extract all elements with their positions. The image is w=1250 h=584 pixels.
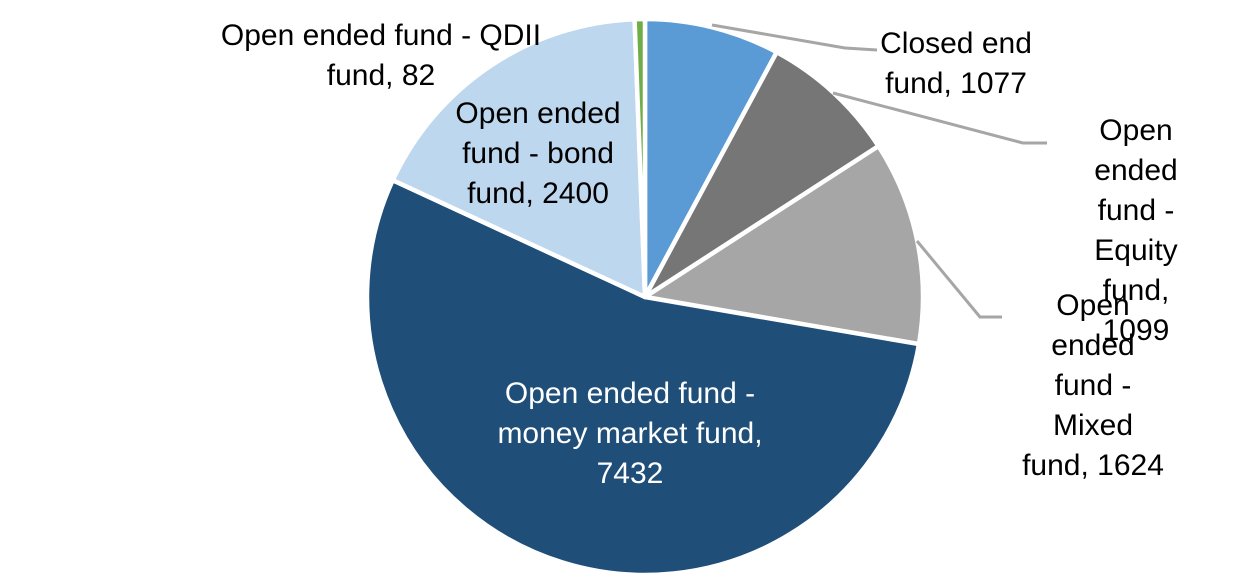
- leader-line-mixed-fund: [915, 240, 1002, 319]
- data-label-mixed-fund: Open ended fund - Mixed fund, 1624: [1022, 289, 1164, 482]
- data-label-qdii-fund: Open ended fund - QDII fund, 82: [220, 19, 542, 92]
- leader-line-equity-fund: [832, 91, 1047, 145]
- pie-slice-open-ended-money-market-fund[interactable]: [364, 177, 922, 578]
- data-label-money-market-fund: Open ended fund - money market fund, 743…: [497, 377, 763, 490]
- pie-slices-group: [364, 16, 926, 578]
- data-label-bond-fund: Open ended fund - bond fund, 2400: [455, 97, 621, 210]
- pie-slice-open-ended-qdii-fund[interactable]: [632, 16, 648, 300]
- pie-slice-open-ended-bond-fund[interactable]: [390, 16, 648, 300]
- data-label-closed-end-fund: Closed end fund, 1077: [880, 27, 1032, 100]
- leader-line-closed-end-fund: [711, 23, 878, 52]
- data-label-equity-fund: Open ended fund - Equity fund, 1099: [1094, 114, 1178, 347]
- pie-slice-closed-end-fund[interactable]: [642, 16, 779, 300]
